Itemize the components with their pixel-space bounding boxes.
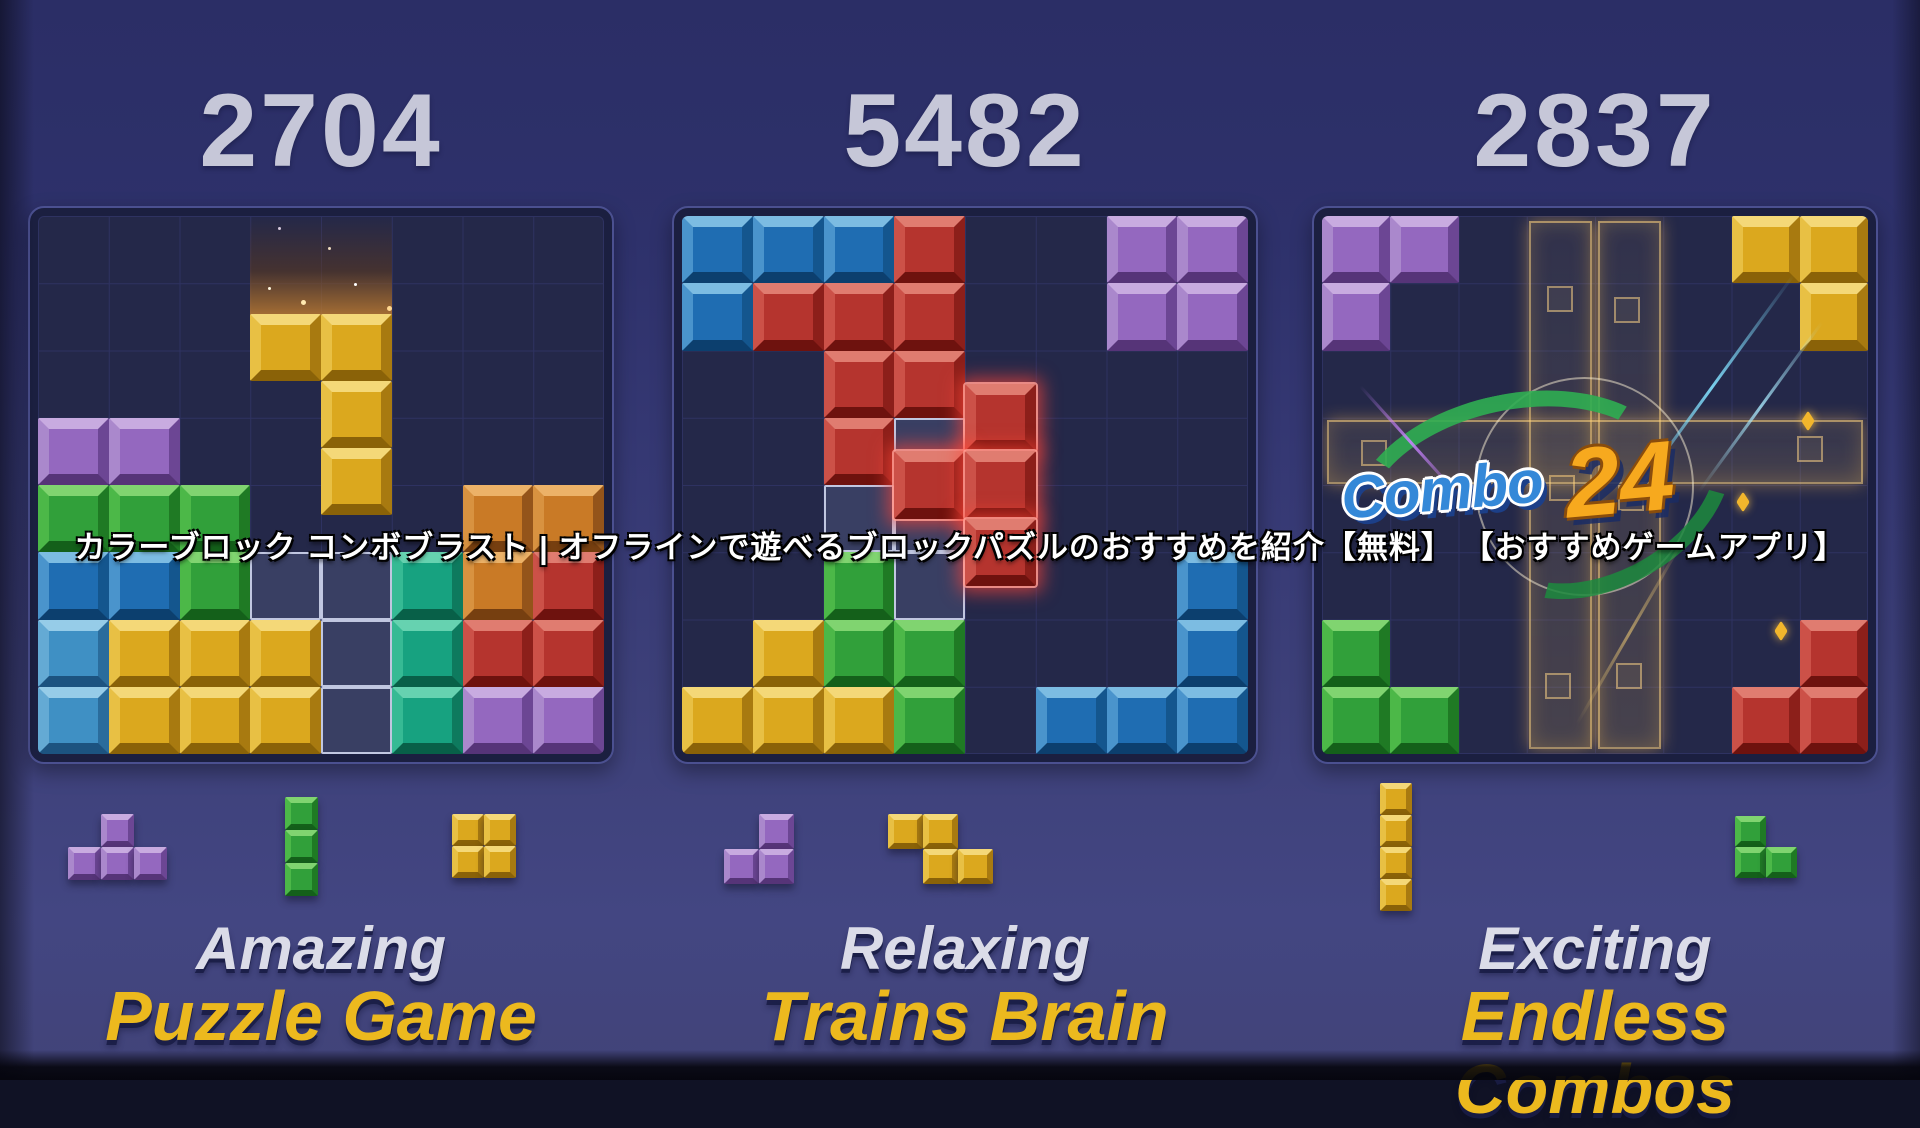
green-block: [285, 797, 318, 830]
yellow-block: [452, 814, 484, 846]
yellow-block: [1380, 879, 1412, 911]
video-title-overlay: カラーブロック コンボブラスト | オフラインで遊べるブロックパズルのおすすめを…: [74, 530, 1846, 565]
purple-block: [101, 847, 134, 880]
yellow-block: [923, 849, 958, 884]
purple-block: [134, 847, 167, 880]
green-block: [1735, 847, 1766, 878]
green-block: [285, 830, 318, 863]
yellow-block: [958, 849, 993, 884]
purple-block: [759, 849, 794, 884]
yellow-block: [452, 846, 484, 878]
purple-block: [759, 814, 794, 849]
purple-block: [68, 847, 101, 880]
yellow-block: [1380, 815, 1412, 847]
yellow-block: [1380, 847, 1412, 879]
yellow-block: [484, 846, 516, 878]
green-block: [1735, 816, 1766, 847]
yellow-block: [1380, 783, 1412, 815]
green-block: [285, 863, 318, 896]
purple-block: [101, 814, 134, 847]
green-block: [1766, 847, 1797, 878]
purple-block: [724, 849, 759, 884]
yellow-block: [484, 814, 516, 846]
yellow-block: [888, 814, 923, 849]
yellow-block: [923, 814, 958, 849]
